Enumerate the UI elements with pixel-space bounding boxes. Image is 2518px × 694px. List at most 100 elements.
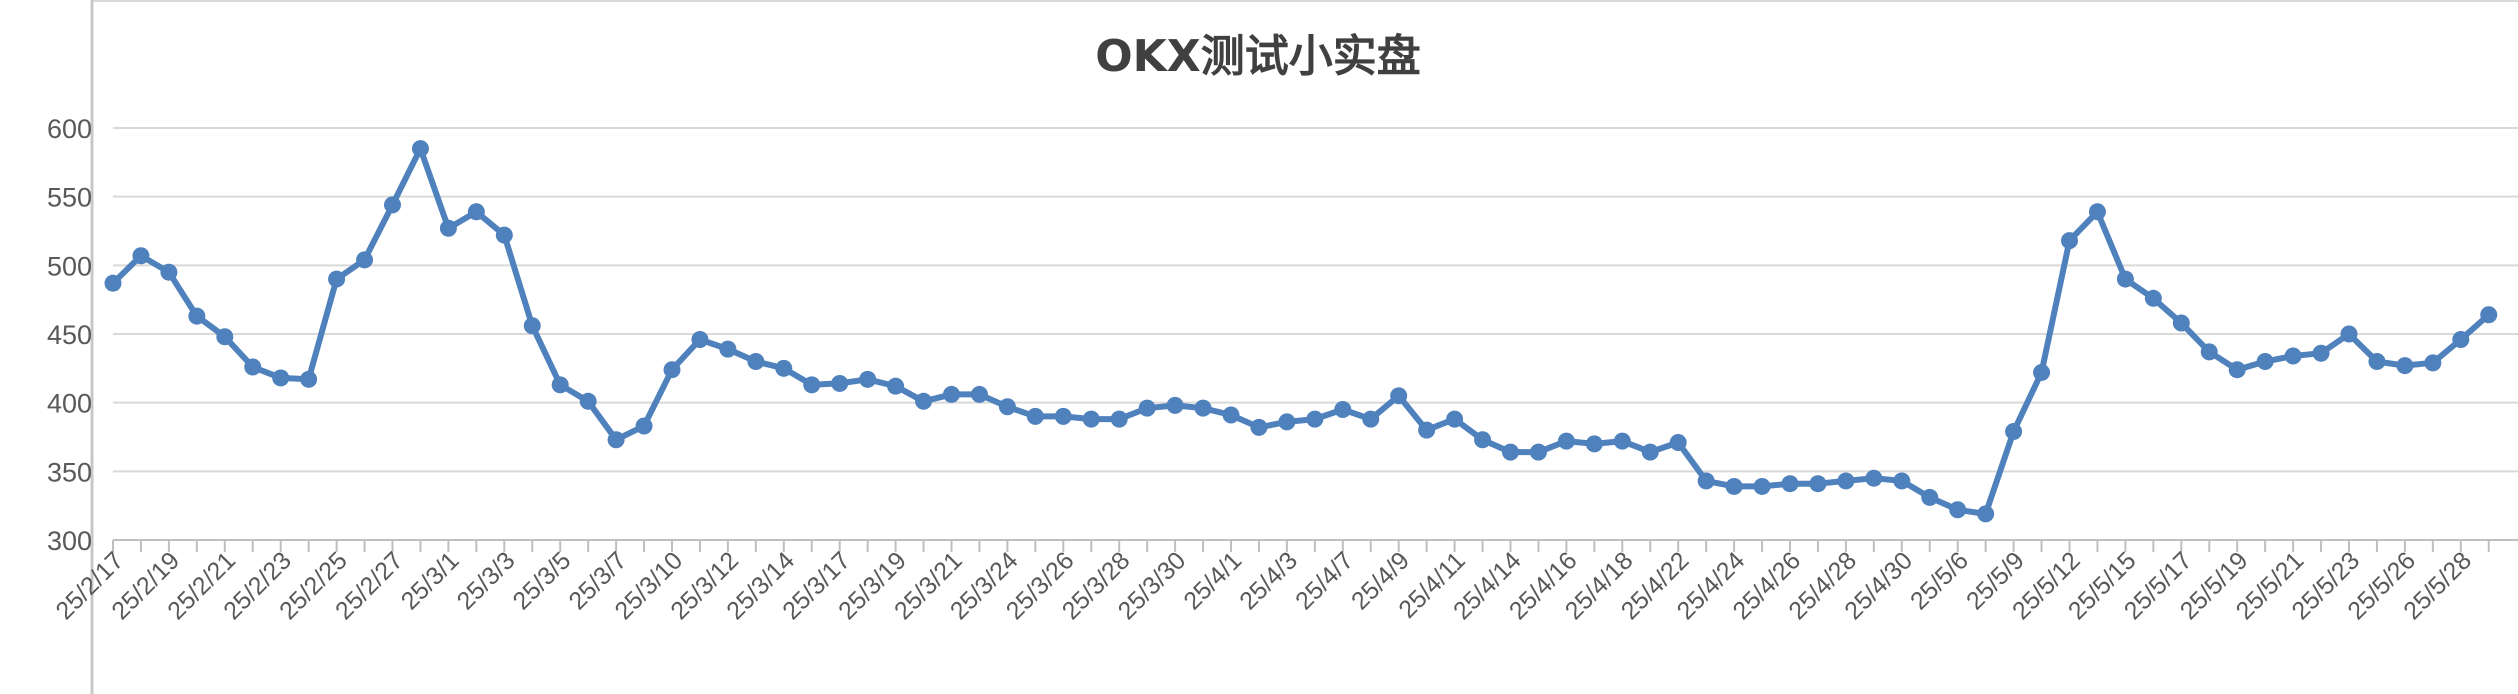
data-point: [300, 370, 318, 388]
data-point: [887, 377, 905, 395]
x-tick-label: 25/4/1: [1178, 546, 1247, 615]
data-point: [328, 270, 346, 288]
data-point: [523, 317, 541, 335]
data-point: [1082, 410, 1100, 428]
data-point: [2368, 352, 2386, 370]
data-point: [216, 328, 234, 346]
data-point: [2480, 306, 2498, 324]
data-point: [1809, 475, 1827, 493]
data-point: [1026, 407, 1044, 425]
data-point: [803, 376, 821, 394]
y-tick-label: 550: [47, 183, 92, 213]
chart-title: OKX测试小实盘: [1095, 31, 1420, 82]
data-point: [2256, 352, 2274, 370]
data-point: [2061, 232, 2078, 250]
y-tick-label: 350: [47, 457, 92, 487]
data-point: [859, 370, 877, 388]
data-point: [2033, 363, 2051, 381]
data-point: [467, 203, 485, 221]
data-point: [2452, 330, 2470, 348]
x-tick-label: 25/4/7: [1290, 546, 1359, 615]
data-point: [1418, 421, 1436, 439]
data-point: [1725, 477, 1743, 495]
data-point: [2424, 354, 2442, 372]
data-point: [998, 398, 1016, 416]
data-point: [1893, 472, 1911, 490]
data-point: [1166, 396, 1184, 414]
data-point: [1753, 477, 1771, 495]
data-point: [132, 247, 150, 265]
data-point: [663, 361, 681, 379]
data-point: [607, 431, 625, 449]
data-point: [1306, 410, 1324, 428]
data-point: [551, 376, 569, 394]
data-point: [244, 358, 262, 376]
y-tick-label: 400: [47, 389, 92, 419]
data-point: [970, 385, 988, 403]
data-point: [2005, 423, 2023, 441]
data-point: [1222, 406, 1240, 424]
x-tick-label: 25/4/3: [1234, 546, 1303, 615]
data-point: [1502, 443, 1519, 461]
data-point: [384, 196, 401, 214]
data-point: [2284, 347, 2302, 365]
data-point: [1949, 501, 1967, 519]
data-point: [1697, 472, 1715, 490]
data-point: [1865, 469, 1883, 487]
y-tick-label: 600: [47, 114, 92, 144]
data-point: [691, 330, 709, 348]
data-point: [1390, 387, 1408, 405]
data-point: [2088, 203, 2106, 221]
data-point: [495, 226, 513, 244]
data-point: [2116, 270, 2134, 288]
data-point: [579, 392, 597, 410]
data-point: [2396, 357, 2414, 375]
data-point: [1837, 472, 1855, 490]
data-point: [104, 274, 122, 292]
x-tick-label: 25/5/6: [1905, 546, 1974, 615]
series-price: [104, 140, 2498, 523]
data-point: [775, 359, 793, 377]
x-tick-label: 25/3/1: [396, 546, 465, 615]
data-point: [915, 392, 933, 410]
data-point: [1977, 505, 1995, 523]
data-point: [1446, 410, 1464, 428]
data-point: [1474, 431, 1492, 449]
x-tick-label: 25/3/3: [452, 546, 521, 615]
data-point: [272, 369, 290, 387]
x-axis: 25/2/1725/2/1925/2/2125/2/2325/2/2525/2/…: [50, 539, 2518, 625]
data-point: [2172, 314, 2190, 332]
data-point: [188, 307, 206, 325]
data-point: [1669, 433, 1687, 451]
y-tick-label: 500: [47, 251, 92, 281]
x-tick-label: 25/3/5: [507, 546, 576, 615]
data-point: [1921, 488, 1939, 506]
data-point: [2200, 343, 2218, 361]
data-point: [1334, 401, 1352, 419]
data-point: [1641, 443, 1659, 461]
y-axis: 300 350 400 450 500 550 600: [47, 114, 92, 556]
data-point: [1054, 407, 1072, 425]
data-point: [1250, 418, 1268, 436]
data-point: [2144, 289, 2162, 307]
data-point: [1529, 443, 1547, 461]
data-point: [1781, 475, 1799, 493]
data-point: [1138, 399, 1156, 417]
data-point: [1613, 432, 1631, 450]
data-point: [160, 263, 178, 281]
data-point: [635, 417, 653, 435]
data-point: [1278, 413, 1296, 431]
data-point: [1585, 435, 1603, 453]
y-tick-label: 300: [47, 526, 92, 556]
data-point: [747, 352, 765, 370]
data-point: [1110, 410, 1128, 428]
data-point: [2228, 361, 2246, 379]
data-point: [2312, 344, 2330, 362]
y-tick-label: 450: [47, 320, 92, 350]
data-point: [2340, 325, 2358, 343]
data-point: [1194, 399, 1212, 417]
series-line: [110, 145, 2492, 517]
data-point: [356, 251, 374, 269]
